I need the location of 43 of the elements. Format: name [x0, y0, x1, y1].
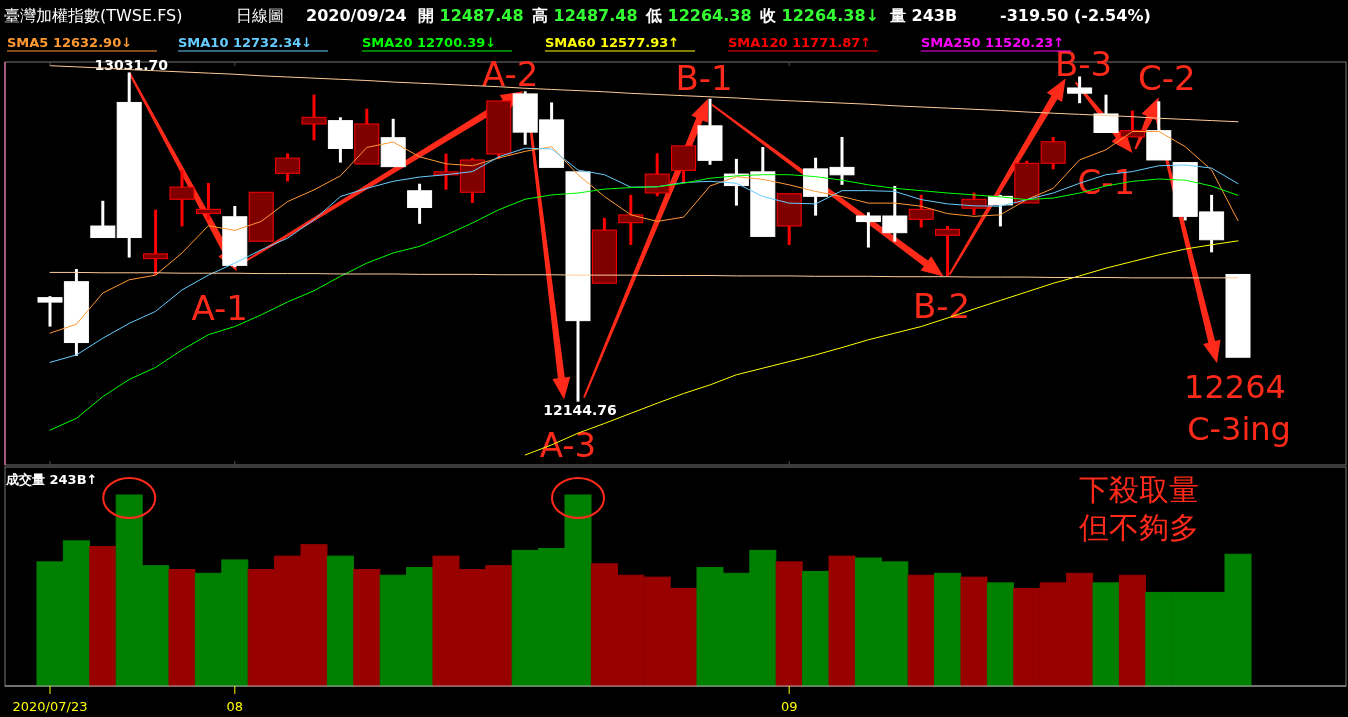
bar	[775, 561, 803, 687]
bar	[934, 572, 962, 687]
text: SMA60 12577.93↑	[545, 35, 680, 50]
bar	[89, 546, 117, 687]
bar	[1118, 574, 1146, 687]
bar	[907, 574, 935, 687]
text: 開 12487.48	[418, 6, 524, 25]
annotation: A-2	[481, 54, 539, 95]
x-tick-label: 2020/07/23	[12, 699, 88, 714]
bar	[1092, 582, 1120, 687]
x-tick-label: 09	[780, 699, 798, 714]
text: SMA20 12700.39↓	[362, 35, 497, 50]
x-tick-label: 08	[226, 699, 244, 714]
bar	[828, 555, 856, 687]
chart-title: 成交量 243B↑	[5, 472, 98, 487]
bar	[960, 576, 988, 687]
text: 收 12264.38↓	[760, 6, 879, 25]
bar	[326, 555, 354, 687]
annotation: 但不夠多	[1079, 510, 1199, 545]
legend-label: SMA120 11771.87↑	[728, 35, 872, 50]
annotation: 13031.70	[94, 56, 169, 73]
text: 高 12487.48	[532, 6, 638, 25]
bar	[353, 568, 381, 687]
annotation: C-2	[1137, 58, 1196, 98]
bar	[986, 582, 1014, 687]
annotation: B-1	[675, 57, 733, 98]
text: SMA10 12732.34↓	[178, 35, 313, 50]
bar	[802, 570, 830, 687]
chart-title: 臺灣加權指數(TWSE.FS)	[4, 6, 183, 25]
annotation: A-3	[539, 425, 597, 465]
text: -319.50 (-2.54%)	[1000, 6, 1151, 25]
annotation: 下殺取量	[1079, 472, 1199, 507]
annotation: C-3ing	[1187, 410, 1291, 448]
annotation: 12264	[1184, 368, 1286, 407]
annotation: A-1	[191, 288, 249, 329]
text: 量 243B	[889, 6, 958, 25]
text: SMA5 12632.90↓	[7, 35, 133, 50]
text: 低 12264.38	[645, 6, 752, 25]
annotation: B-2	[912, 286, 971, 327]
bar	[168, 568, 196, 687]
text: 2020/09/24	[306, 6, 407, 25]
annotation: 12144.76	[543, 401, 617, 418]
chart-subtitle: 日線圖	[236, 6, 284, 25]
